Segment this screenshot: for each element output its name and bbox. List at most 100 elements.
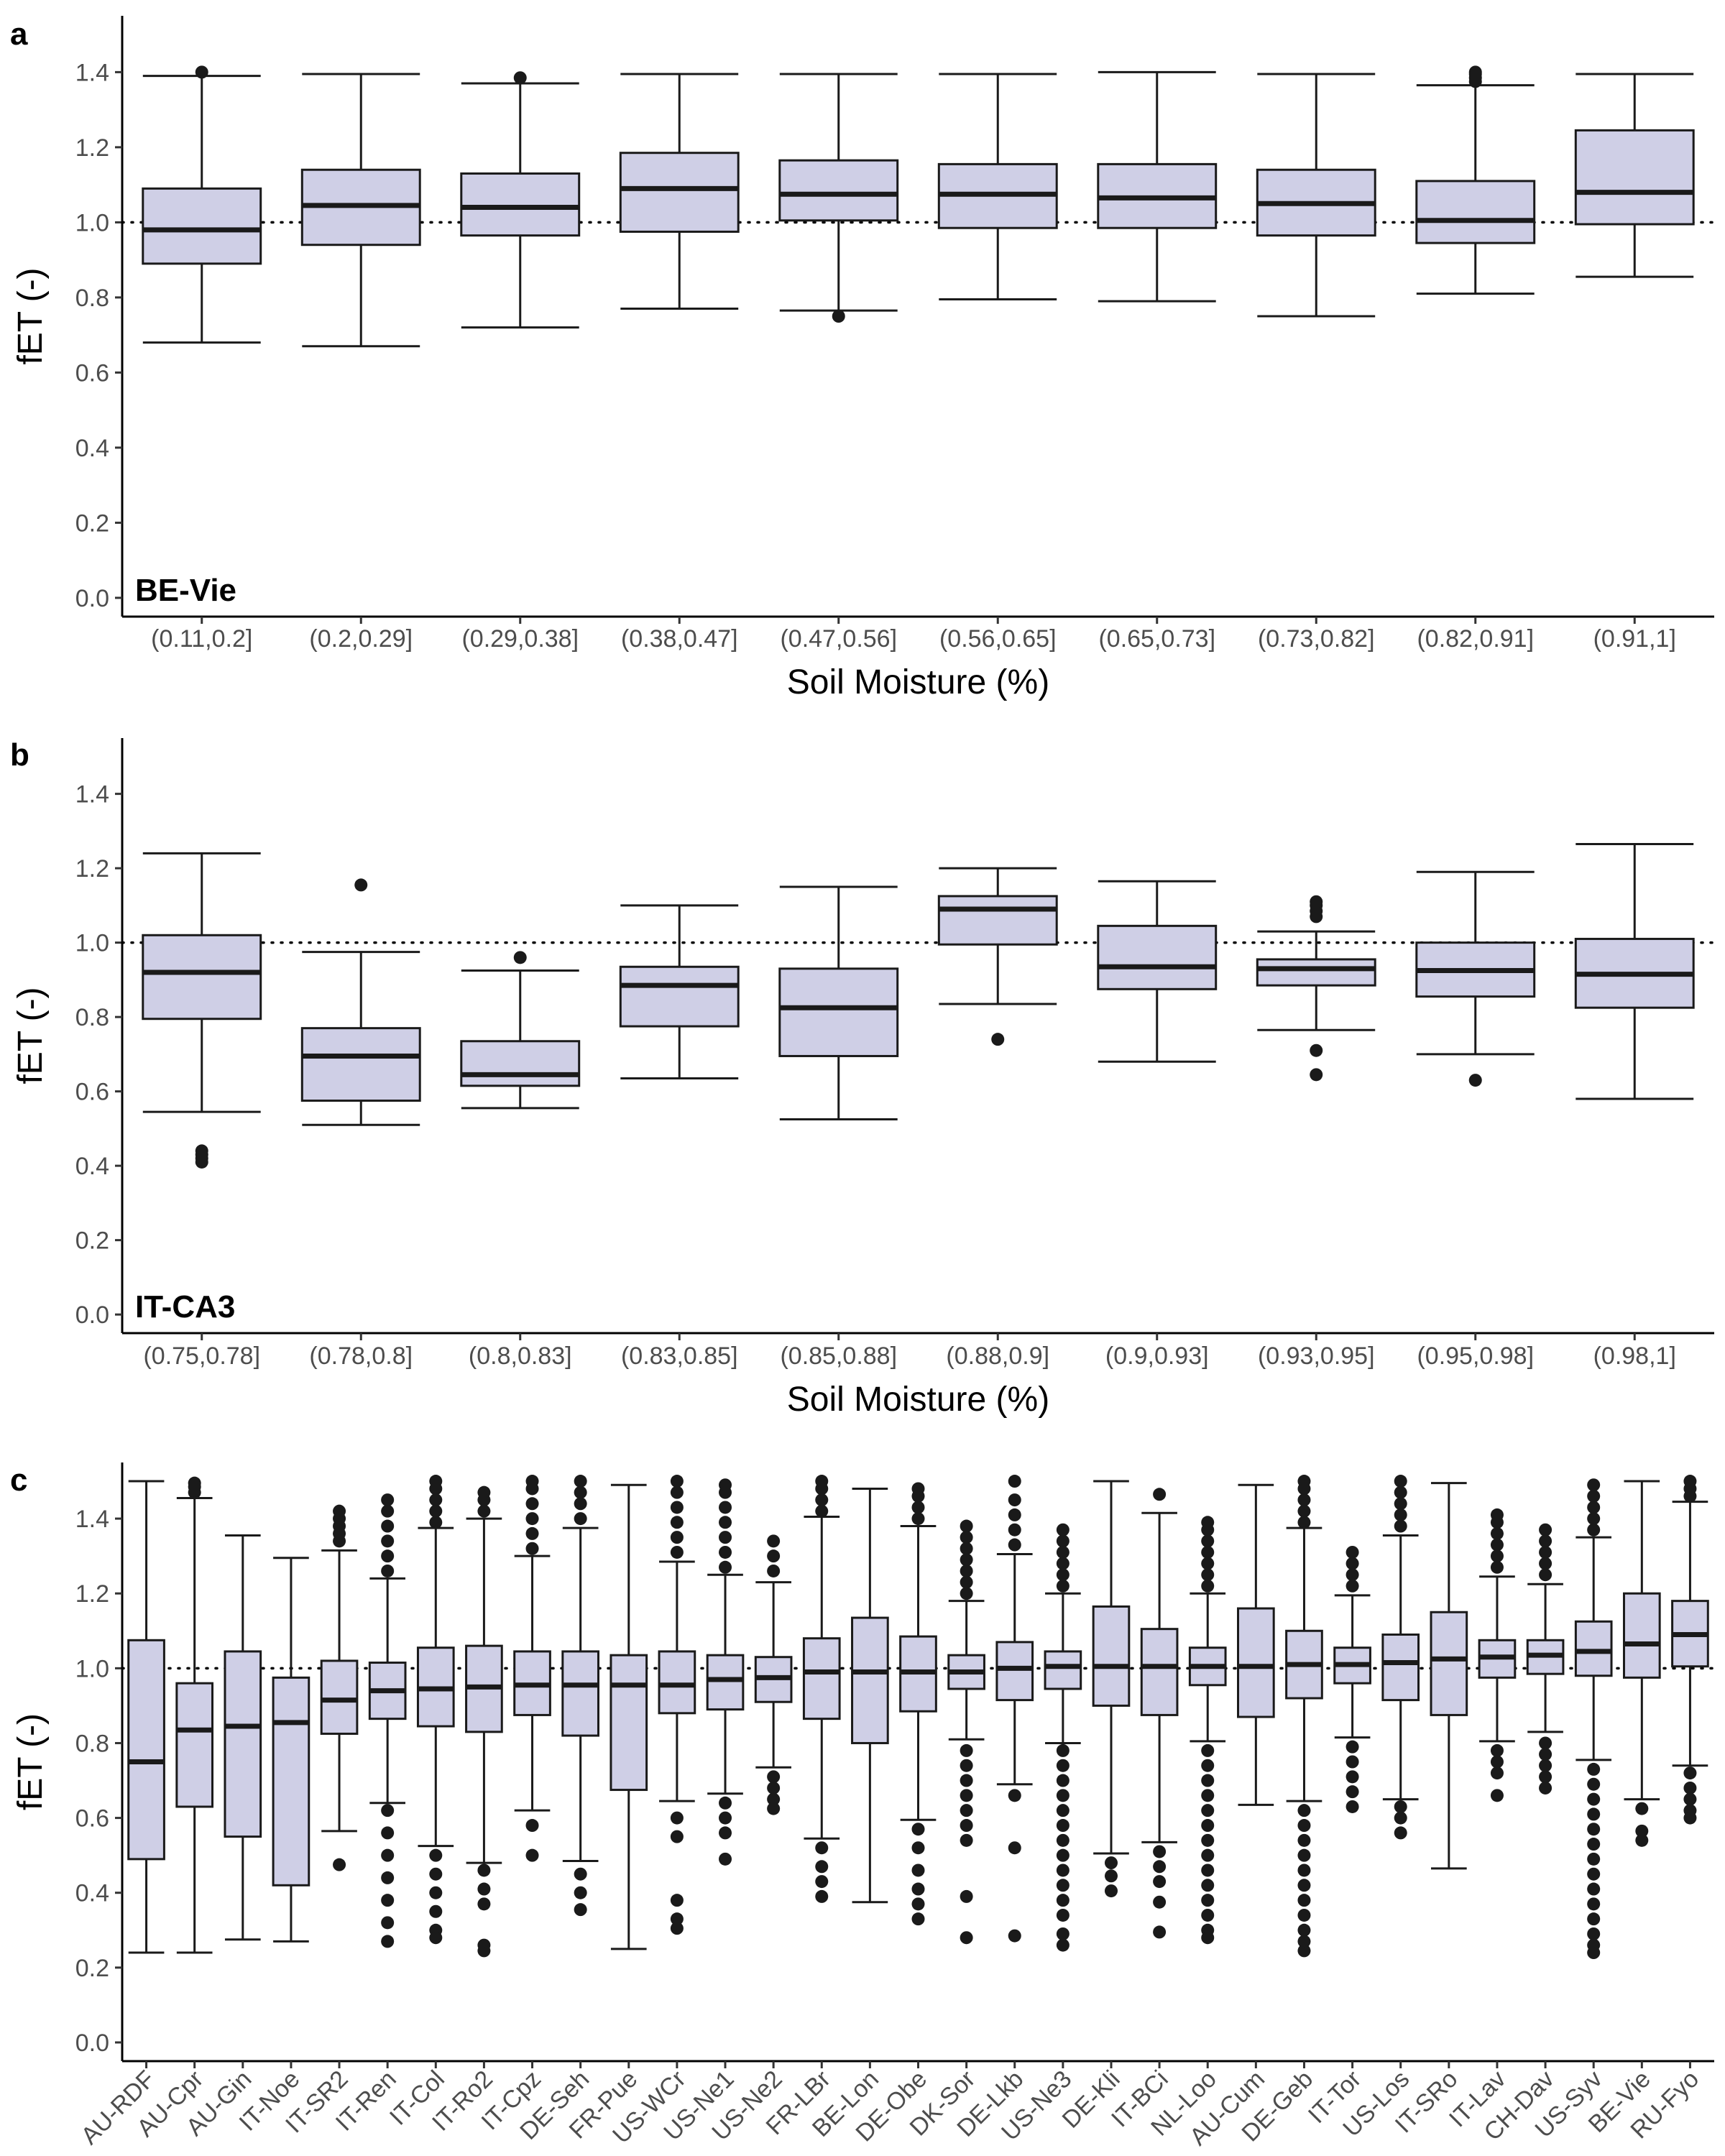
outlier-point — [1201, 1864, 1215, 1877]
box-28 — [1478, 1508, 1517, 1802]
outlier-point — [960, 1542, 973, 1555]
box-4 — [778, 73, 899, 323]
outlier-point — [1490, 1549, 1504, 1563]
x-axis-title: Soil Moisture (%) — [787, 1381, 1049, 1419]
outlier-point — [719, 1531, 732, 1544]
box-23 — [1237, 1483, 1275, 1806]
outlier-point — [1056, 1908, 1070, 1922]
outlier-point — [1539, 1545, 1552, 1559]
outlier-point — [815, 1475, 829, 1488]
y-axis-title: fET (-) — [12, 987, 50, 1084]
outlier-point — [1056, 1743, 1070, 1757]
outlier-point — [1201, 1534, 1215, 1548]
outlier-point — [1056, 1774, 1070, 1787]
outlier-point — [1587, 1489, 1601, 1503]
outlier-point — [429, 1504, 443, 1518]
x-tick-label: (0.75,0.78] — [143, 1342, 260, 1370]
box-iqr — [1430, 1611, 1468, 1716]
y-axis-title: fET (-) — [12, 267, 50, 364]
x-tick-label: (0.47,0.56] — [780, 625, 897, 653]
outlier-point — [719, 1852, 732, 1866]
outlier-point — [1587, 1897, 1601, 1911]
box-32 — [1671, 1475, 1709, 1825]
x-tick-label: (0.78,0.8] — [309, 1342, 413, 1370]
box-iqr — [300, 1027, 421, 1102]
outlier-point — [1587, 1523, 1601, 1537]
y-tick-label: 0.4 — [75, 435, 109, 462]
outlier-point — [1297, 1475, 1311, 1488]
x-tick-label: (0.9,0.93] — [1105, 1342, 1209, 1370]
outlier-point — [1201, 1774, 1215, 1787]
outlier-point — [1587, 1478, 1601, 1492]
outlier-point — [525, 1542, 539, 1555]
box-6 — [1097, 70, 1218, 303]
outlier-point — [1297, 1908, 1311, 1922]
box-iqr — [851, 1616, 889, 1744]
box-10 — [610, 1483, 648, 1950]
outlier-point — [767, 1770, 781, 1784]
box-iqr — [175, 1682, 214, 1808]
outlier-point — [1201, 1894, 1215, 1907]
box-2 — [224, 1534, 262, 1941]
box-30 — [1574, 1478, 1613, 1960]
outlier-point — [670, 1475, 684, 1488]
box-9 — [1574, 73, 1695, 278]
outlier-point — [1346, 1800, 1359, 1813]
panel-letter: b — [10, 737, 29, 773]
box-iqr — [619, 965, 740, 1028]
x-tick-label: (0.2,0.29] — [309, 625, 413, 653]
box-0 — [127, 1480, 165, 1954]
outlier-point — [670, 1811, 684, 1825]
box-iqr — [1097, 924, 1218, 990]
outlier-point — [1394, 1519, 1407, 1533]
outlier-point — [911, 1864, 925, 1877]
box-22 — [1188, 1516, 1227, 1945]
outlier-point — [1297, 1804, 1311, 1818]
outlier-point — [1539, 1759, 1552, 1772]
box-0 — [142, 65, 262, 344]
outlier-point — [1056, 1819, 1070, 1833]
outlier-point — [1587, 1501, 1601, 1514]
y-tick-label: 0.2 — [75, 510, 109, 537]
y-tick-label: 1.2 — [75, 855, 109, 883]
box-iqr — [619, 152, 740, 233]
box-6 — [416, 1475, 455, 1945]
outlier-point — [1539, 1770, 1552, 1784]
outlier-point — [670, 1501, 684, 1514]
outlier-point — [1346, 1770, 1359, 1784]
outlier-point — [1008, 1523, 1021, 1537]
outlier-point — [1539, 1736, 1552, 1750]
outlier-point — [719, 1501, 732, 1514]
outlier-point — [960, 1531, 973, 1544]
box-4 — [320, 1504, 359, 1871]
box-iqr — [995, 1641, 1034, 1702]
y-tick-label: 1.4 — [75, 1506, 109, 1533]
outlier-point — [1153, 1875, 1167, 1889]
x-tick-label: (0.83,0.85] — [621, 1342, 738, 1370]
outlier-point — [574, 1903, 587, 1917]
outlier-point — [1539, 1748, 1552, 1761]
box-iqr — [320, 1659, 359, 1735]
box-0 — [142, 852, 262, 1169]
outlier-point — [1201, 1931, 1215, 1945]
y-axis-title: fET (-) — [12, 1713, 50, 1810]
y-tick-label: 0.8 — [75, 1004, 109, 1031]
x-tick-label: (0.88,0.9] — [946, 1342, 1049, 1370]
outlier-point — [1201, 1879, 1215, 1892]
outlier-point — [574, 1497, 587, 1511]
y-tick-label: 0.8 — [75, 285, 109, 312]
box-12 — [706, 1478, 745, 1866]
outlier-point — [1056, 1545, 1070, 1559]
outlier-point — [513, 951, 527, 964]
box-iqr — [802, 1637, 841, 1720]
panel-letter: a — [10, 17, 28, 52]
outlier-point — [670, 1485, 684, 1499]
outlier-point — [1201, 1579, 1215, 1593]
y-tick-label: 0.4 — [75, 1153, 109, 1180]
box-8 — [1415, 65, 1536, 295]
box-iqr — [460, 172, 581, 237]
box-16 — [899, 1482, 937, 1926]
outlier-point — [1008, 1508, 1021, 1521]
site-label: IT-CA3 — [135, 1289, 235, 1325]
outlier-point — [1297, 1833, 1311, 1847]
